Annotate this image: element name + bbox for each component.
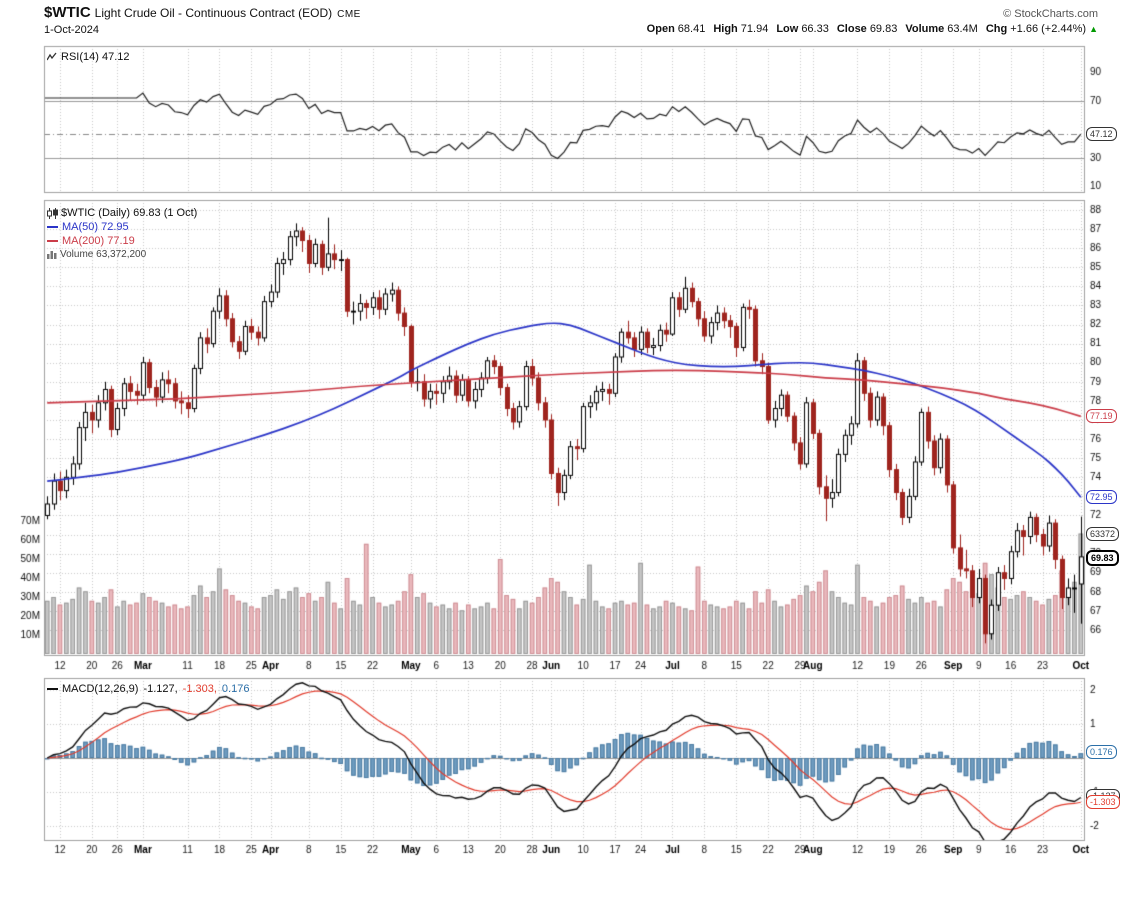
price-legend-symbol-row: $WTIC (Daily) 69.83 (1 Oct) [47, 206, 197, 220]
high-label: High [713, 23, 738, 35]
close-value: 69.83 [869, 23, 898, 35]
candlestick-icon [47, 207, 58, 219]
chart-title: Light Crude Oil - Continuous Contract (E… [94, 6, 333, 20]
high-value: 71.94 [740, 23, 769, 35]
chart-date: 1-Oct-2024 [44, 24, 100, 36]
quote-line: Open 68.41 High 71.94 Low 66.33 Close 69.83 Volu… [639, 23, 1098, 35]
axis-value-tag: -1.303 [1086, 795, 1120, 810]
close-label: Close [836, 23, 867, 35]
ma200-legend: MA(200) 77.19 [47, 234, 197, 248]
chg-value: +1.66 (+2.44%) [1010, 23, 1087, 35]
axis-value-tag: 47.12 [1086, 126, 1117, 141]
ma50-line-icon [47, 226, 58, 229]
rsi-legend-name: RSI(14) [61, 51, 99, 63]
volume-bars-icon [47, 250, 57, 259]
low-label: Low [776, 23, 799, 35]
axis-value-tag: 69.83 [1086, 549, 1119, 566]
macd-signal-value: -1.303, [182, 683, 217, 695]
macd-hist-value: 0.176 [221, 683, 250, 695]
ma50-legend: MA(50) 72.95 [47, 220, 197, 234]
macd-legend: MACD(12,26,9) -1.127, -1.303, 0.176 [47, 683, 249, 695]
axis-value-tag: 0.176 [1086, 745, 1117, 760]
volume-legend-label: Volume 63,372,200 [60, 249, 147, 260]
ma50-legend-label: MA(50) 72.95 [62, 221, 129, 233]
chart-header: $WTIC Light Crude Oil - Continuous Contra… [44, 4, 361, 22]
exchange: CME [337, 9, 361, 20]
open-value: 68.41 [677, 23, 706, 35]
rsi-legend: RSI(14) 47.12 [46, 51, 130, 63]
axis-value-tag: 63372 [1086, 526, 1120, 541]
macd-legend-name: MACD(12,26,9) [62, 683, 139, 695]
price-legend-symbol: $WTIC (Daily) 69.83 (1 Oct) [61, 207, 198, 219]
ma200-legend-label: MA(200) 77.19 [62, 235, 135, 247]
symbol: $WTIC [44, 4, 91, 21]
open-label: Open [646, 23, 675, 35]
volume-legend: Volume 63,372,200 [47, 248, 197, 262]
low-value: 66.33 [801, 23, 829, 35]
volume-label: Volume [905, 23, 945, 35]
volume-value: 63.4M [947, 23, 978, 35]
axis-value-tag: 77.19 [1086, 409, 1117, 424]
rsi-legend-value: 47.12 [101, 51, 130, 63]
price-legend: $WTIC (Daily) 69.83 (1 Oct) MA(50) 72.95… [47, 206, 197, 262]
change-up-arrow: ▲ [1089, 24, 1098, 34]
rsi-indicator-icon [46, 52, 57, 61]
ma200-line-icon [47, 240, 58, 243]
stockcharts-credit: © StockCharts.com [1003, 8, 1098, 20]
macd-line-icon [47, 688, 58, 691]
macd-value: -1.127, [143, 683, 178, 695]
chg-label: Chg [985, 23, 1008, 35]
axis-value-tag: 72.95 [1086, 490, 1117, 505]
